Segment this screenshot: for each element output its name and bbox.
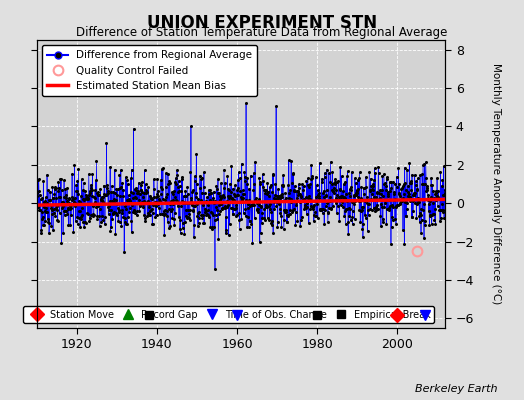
Text: UNION EXPERIMENT STN: UNION EXPERIMENT STN xyxy=(147,14,377,32)
Text: Difference of Station Temperature Data from Regional Average: Difference of Station Temperature Data f… xyxy=(77,26,447,39)
Legend: Station Move, Record Gap, Time of Obs. Change, Empirical Break: Station Move, Record Gap, Time of Obs. C… xyxy=(23,306,434,324)
Y-axis label: Monthly Temperature Anomaly Difference (°C): Monthly Temperature Anomaly Difference (… xyxy=(491,63,501,305)
Text: Berkeley Earth: Berkeley Earth xyxy=(416,384,498,394)
